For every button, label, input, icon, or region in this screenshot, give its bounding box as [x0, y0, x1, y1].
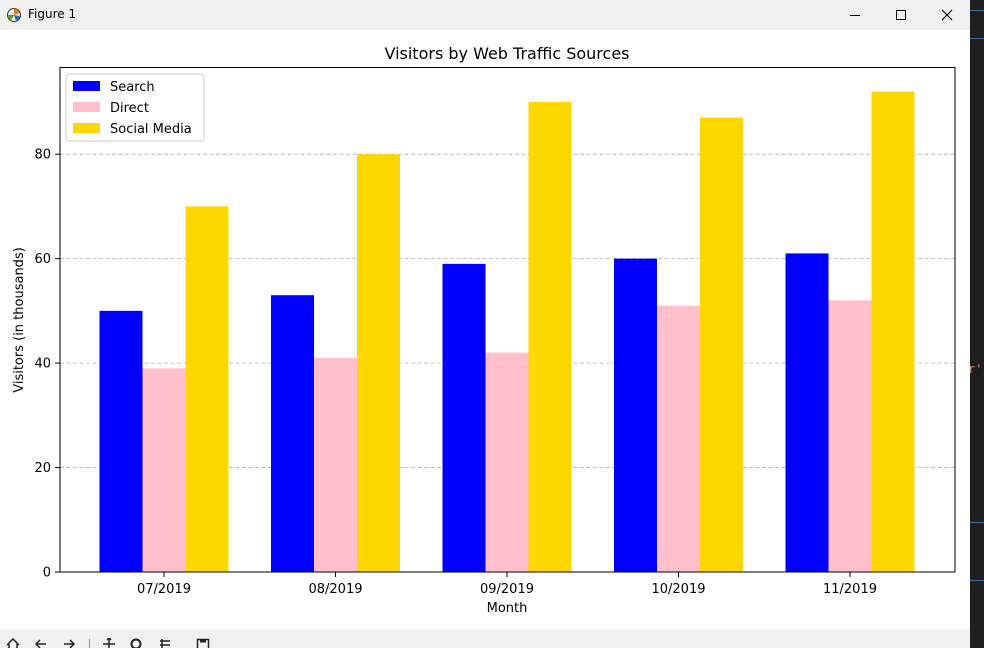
y-tick-label: 40 — [34, 357, 51, 372]
y-tick-label: 80 — [34, 148, 51, 163]
bar-social-media — [528, 101, 572, 573]
x-tick-label: 11/2019 — [823, 582, 877, 597]
forward-icon[interactable] — [62, 638, 76, 648]
x-tick-label: 08/2019 — [308, 582, 362, 597]
bar-search — [785, 253, 829, 572]
legend-label-search: Search — [110, 80, 155, 95]
legend-label-social-media: Social Media — [110, 122, 192, 137]
maximize-icon — [896, 10, 906, 20]
editor-marker — [970, 10, 984, 11]
minimize-button[interactable] — [832, 0, 878, 30]
bar-chart: Visitors by Web Traffic Sources 0 20 40 60 8… — [12, 44, 956, 616]
back-icon[interactable] — [34, 638, 48, 648]
configure-subplots-icon[interactable] — [158, 638, 172, 648]
bar-social-media — [871, 91, 915, 573]
editor-code-fragment: r'} — [968, 362, 984, 376]
y-tick-label: 20 — [34, 461, 51, 476]
navigation-toolbar — [0, 630, 970, 648]
x-axis-label: Month — [487, 601, 528, 616]
x-tick-label: 07/2019 — [137, 582, 191, 597]
legend-box — [65, 73, 205, 142]
legend-swatch-search — [73, 81, 100, 91]
legend: Search Direct Social Media — [65, 73, 205, 142]
chart-title: Visitors by Web Traffic Sources — [384, 44, 629, 63]
y-tick-label: 60 — [34, 252, 51, 267]
plot-area: Visitors by Web Traffic Sources 0 20 40 60 8… — [0, 30, 970, 630]
y-axis-label: Visitors (in thousands) — [12, 247, 27, 393]
close-icon — [941, 9, 953, 21]
bar-direct — [314, 357, 357, 572]
minimize-icon — [850, 15, 860, 16]
title-bar: Figure 1 — [0, 0, 970, 30]
bar-direct — [657, 305, 700, 572]
editor-marker — [970, 38, 984, 39]
save-icon[interactable] — [196, 638, 210, 648]
editor-marker — [970, 580, 984, 581]
window-title: Figure 1 — [28, 7, 77, 21]
matplotlib-figure-icon — [7, 8, 21, 22]
background-editor-strip — [970, 0, 984, 648]
bar-search — [271, 295, 314, 572]
pan-icon[interactable] — [102, 638, 116, 648]
bar-social-media — [357, 154, 400, 572]
legend-swatch-direct — [73, 102, 100, 112]
bar-search — [614, 258, 657, 572]
bar-direct — [485, 352, 529, 572]
y-tick-label: 0 — [43, 566, 51, 581]
zoom-icon[interactable] — [130, 638, 144, 648]
home-icon[interactable] — [6, 638, 20, 648]
editor-marker — [970, 522, 984, 523]
bar-search — [99, 310, 143, 572]
legend-label-direct: Direct — [110, 101, 149, 116]
toolbar-separator — [89, 639, 90, 648]
bar-search — [442, 263, 486, 572]
x-tick-label: 10/2019 — [651, 582, 705, 597]
bar-direct — [828, 300, 872, 572]
maximize-button[interactable] — [878, 0, 924, 30]
bar-social-media — [700, 117, 743, 572]
legend-swatch-social-media — [73, 123, 100, 133]
close-button[interactable] — [924, 0, 970, 30]
bar-direct — [142, 368, 186, 572]
x-tick-label: 09/2019 — [480, 582, 534, 597]
bar-social-media — [185, 206, 229, 572]
